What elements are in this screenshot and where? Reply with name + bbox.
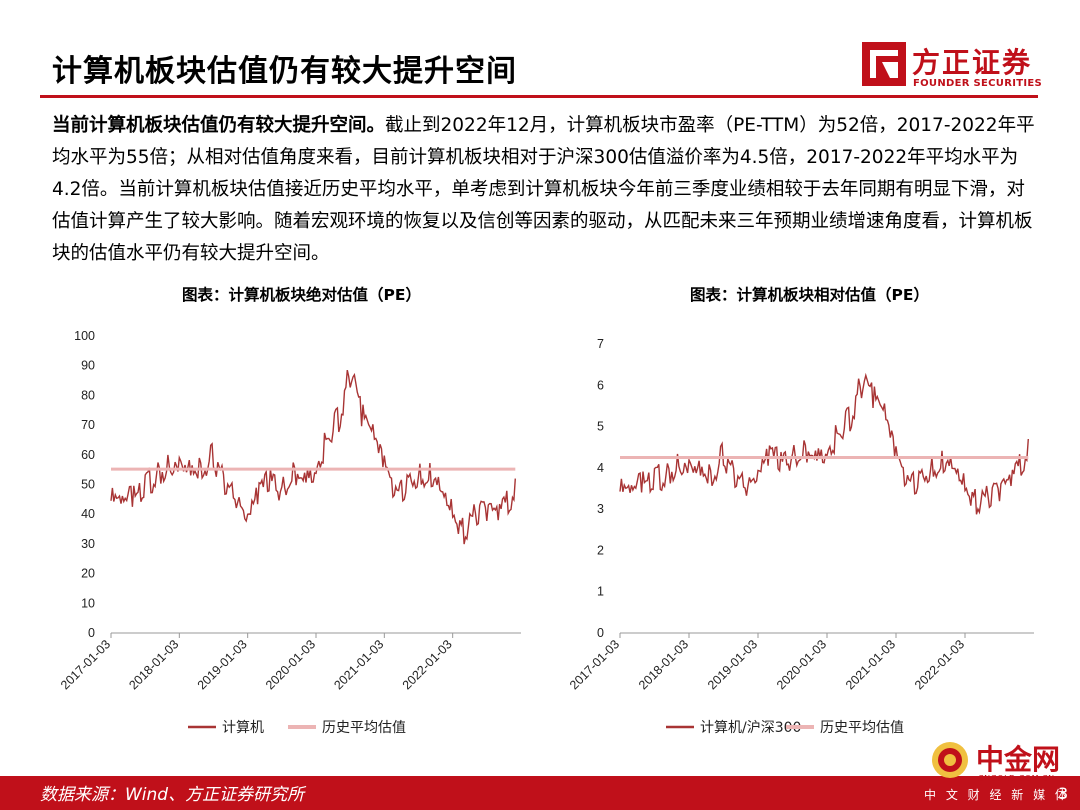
title-divider: [40, 95, 1038, 98]
x-tick-label: 2017-01-03: [58, 637, 113, 692]
company-logo: 方正证券 FOUNDER SECURITIES: [862, 38, 1044, 94]
y-tick-label: 2: [597, 543, 604, 557]
logo-text-cn: 方正证券: [912, 46, 1033, 79]
series-line: [110, 369, 516, 545]
y-tick-label: 3: [597, 502, 604, 516]
chart-2-title: 图表：计算机板块相对估值（PE）: [690, 286, 929, 304]
relative-pe-chart: 0 1 2 3 4 5 6 7 2017-01-03 2018-01-03 2019-01-03 20…: [567, 337, 1034, 736]
y-tick-label: 10: [81, 596, 95, 610]
series-line: [619, 372, 1029, 515]
x-tick-label: 2021-01-03: [843, 637, 898, 692]
y-tick-label: 70: [81, 418, 95, 432]
x-tick-label: 2021-01-03: [331, 637, 386, 692]
x-tick-label: 2022-01-03: [912, 637, 967, 692]
founder-logo-icon: [862, 42, 906, 86]
x-tick-label: 2017-01-03: [567, 637, 622, 692]
summary-paragraph: 当前计算机板块估值仍有较大提升空间。截止到2022年12月，计算机板块市盈率（P…: [52, 110, 1042, 270]
y-tick-label: 40: [81, 507, 95, 521]
watermark-en: CNGOLD.COM.CN: [978, 774, 1055, 783]
legend-label: 计算机: [222, 720, 264, 736]
y-tick-label: 30: [81, 537, 95, 551]
x-tick-label: 2019-01-03: [705, 637, 760, 692]
logo-text-en: FOUNDER SECURITIES: [913, 78, 1043, 89]
y-tick-label: 6: [597, 378, 604, 392]
legend-label: 计算机/沪深300: [700, 720, 801, 736]
watermark-cn: 中金网: [976, 743, 1061, 776]
chart-1-title: 图表：计算机板块绝对估值（PE）: [182, 286, 421, 304]
x-tick-label: 2019-01-03: [195, 637, 250, 692]
y-tick-label: 50: [81, 478, 95, 492]
y-tick-label: 0: [597, 626, 604, 640]
x-tick-label: 2018-01-03: [126, 637, 181, 692]
y-tick-label: 20: [81, 567, 95, 581]
x-tick-label: 2022-01-03: [400, 637, 455, 692]
y-tick-label: 7: [597, 337, 604, 351]
y-tick-label: 0: [88, 626, 95, 640]
data-source: 数据来源：Wind、方正证券研究所: [40, 785, 305, 805]
y-tick-label: 60: [81, 448, 95, 462]
absolute-pe-chart: 0 10 20 30 40 50 60 70 80 90 100 2017-01-03 2018-01-…: [58, 329, 521, 736]
summary-lead: 当前计算机板块估值仍有较大提升空间。: [52, 115, 386, 136]
cngold-logo-icon: [932, 742, 968, 778]
y-tick-label: 80: [81, 388, 95, 402]
y-tick-label: 4: [597, 461, 604, 475]
x-tick-label: 2020-01-03: [263, 637, 318, 692]
x-tick-label: 2018-01-03: [636, 637, 691, 692]
legend-label: 历史平均估值: [322, 720, 406, 736]
page-number: 3: [1058, 784, 1069, 803]
y-tick-label: 100: [74, 329, 95, 343]
x-tick-label: 2020-01-03: [774, 637, 829, 692]
watermark: 中金网 CNGOLD.COM.CN 中 文 财 经 新 媒 体: [924, 738, 1080, 810]
legend-label: 历史平均估值: [820, 720, 904, 736]
watermark-sub: 中 文 财 经 新 媒 体: [924, 788, 1070, 802]
summary-text: 截止到2022年12月，计算机板块市盈率（PE-TTM）为52倍，2017-20…: [52, 115, 1035, 264]
y-tick-label: 90: [81, 359, 95, 373]
footer-bar: [0, 776, 1080, 810]
y-tick-label: 5: [597, 420, 604, 434]
page-title: 计算机板块估值仍有较大提升空间: [52, 54, 517, 89]
y-tick-label: 1: [597, 585, 604, 599]
